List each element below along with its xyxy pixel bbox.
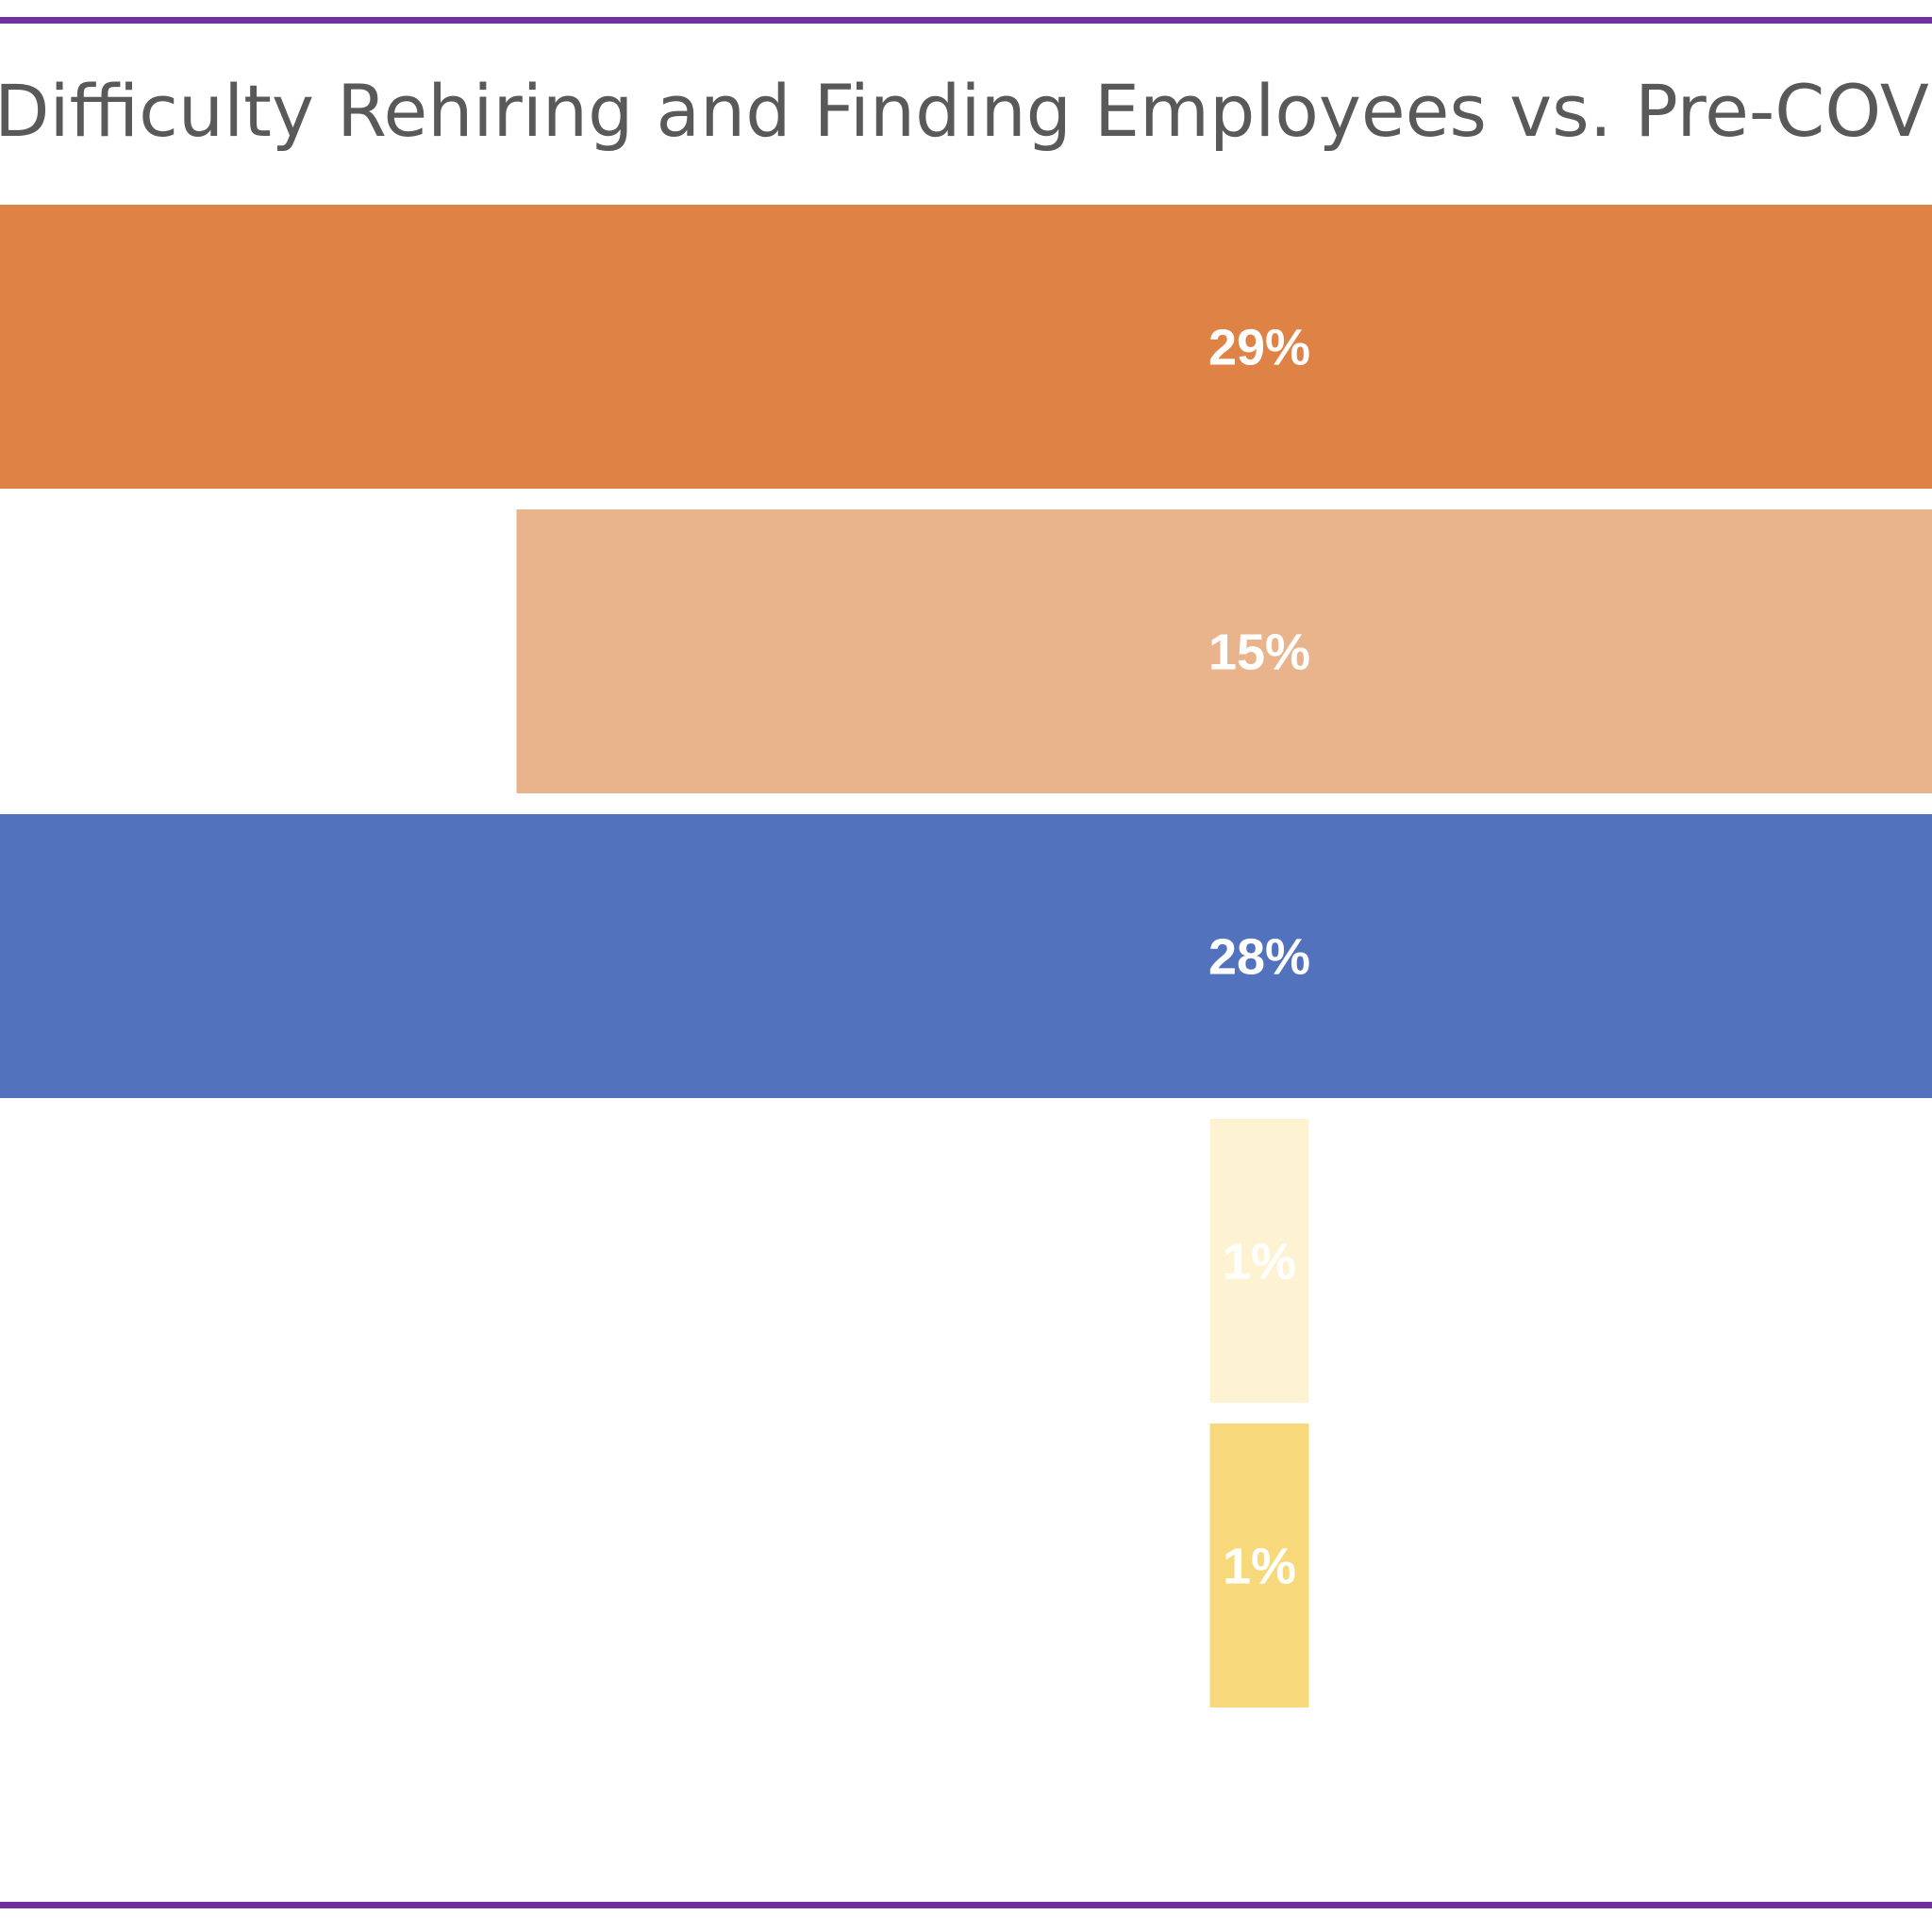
funnel-bar-2 [516, 509, 1932, 793]
data-label-2: 15% [1208, 625, 1310, 681]
data-label-5: 1% [1223, 1539, 1296, 1595]
funnel-bar-3 [0, 814, 1932, 1098]
bottom-border-rule [0, 1902, 1932, 1908]
top-border-rule [0, 17, 1932, 24]
funnel-bar-5 [1209, 1424, 1309, 1707]
data-label-1: 29% [1208, 320, 1310, 376]
funnel-bar-1 [0, 205, 1932, 489]
funnel-bar-4 [1209, 1119, 1309, 1403]
data-label-3: 28% [1208, 929, 1310, 986]
data-label-4: 1% [1223, 1234, 1296, 1291]
chart-title: Difficulty Rehiring and Finding Employee… [0, 69, 1932, 153]
